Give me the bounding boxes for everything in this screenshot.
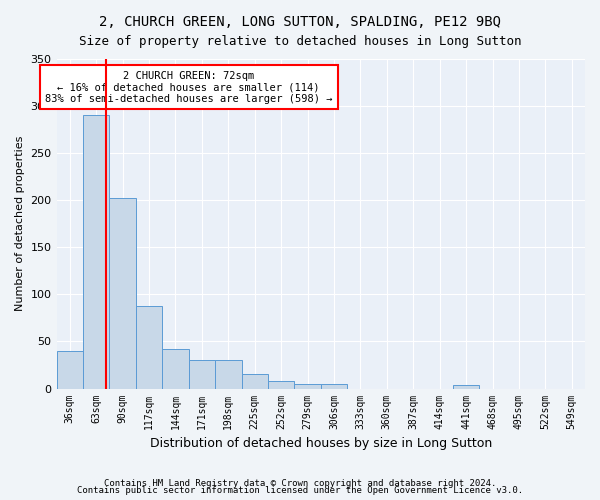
- Bar: [83, 116, 109, 388]
- X-axis label: Distribution of detached houses by size in Long Sutton: Distribution of detached houses by size …: [149, 437, 492, 450]
- Bar: [136, 306, 162, 388]
- Bar: [268, 381, 295, 388]
- Bar: [109, 198, 136, 388]
- Text: 2, CHURCH GREEN, LONG SUTTON, SPALDING, PE12 9BQ: 2, CHURCH GREEN, LONG SUTTON, SPALDING, …: [99, 15, 501, 29]
- Text: 2 CHURCH GREEN: 72sqm
← 16% of detached houses are smaller (114)
83% of semi-det: 2 CHURCH GREEN: 72sqm ← 16% of detached …: [45, 70, 332, 104]
- Bar: [242, 374, 268, 388]
- Text: Contains public sector information licensed under the Open Government Licence v3: Contains public sector information licen…: [77, 486, 523, 495]
- Y-axis label: Number of detached properties: Number of detached properties: [15, 136, 25, 312]
- Bar: [215, 360, 242, 388]
- Bar: [56, 351, 83, 389]
- Text: Size of property relative to detached houses in Long Sutton: Size of property relative to detached ho…: [79, 35, 521, 48]
- Bar: [453, 385, 479, 388]
- Bar: [188, 360, 215, 388]
- Bar: [295, 384, 321, 388]
- Bar: [321, 384, 347, 388]
- Bar: [162, 349, 188, 389]
- Text: Contains HM Land Registry data © Crown copyright and database right 2024.: Contains HM Land Registry data © Crown c…: [104, 478, 496, 488]
